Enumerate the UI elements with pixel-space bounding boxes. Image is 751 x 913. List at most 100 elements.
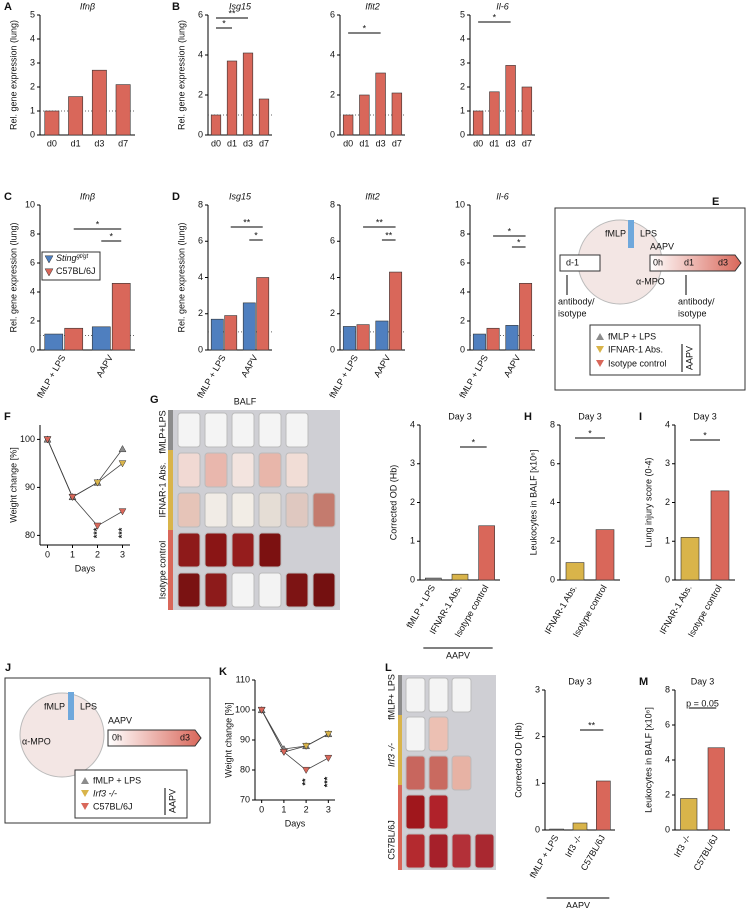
y-tick-label: 4 [665, 419, 670, 429]
x-axis-label: Days [75, 563, 96, 573]
x-axis-label: Days [285, 818, 306, 828]
y-tick-label: 0 [30, 344, 35, 354]
bar [478, 525, 495, 581]
line [47, 439, 123, 498]
tube [177, 492, 201, 528]
label: d-1 [566, 257, 579, 267]
tube [428, 716, 449, 752]
x-tick-label: fMLP + LPS [457, 353, 490, 400]
tube [177, 452, 201, 488]
tube [258, 412, 282, 448]
y-tick-label: 4 [665, 754, 670, 764]
y-tick-label: 1 [410, 536, 415, 546]
tube [405, 833, 426, 869]
color-strip [168, 530, 173, 610]
y-tick-label: 5 [30, 9, 35, 19]
y-tick-label: 3 [410, 458, 415, 468]
significance: ** [376, 217, 384, 227]
label: AAPV [650, 241, 674, 251]
syringe [68, 692, 74, 720]
y-tick-label: 2 [198, 308, 203, 318]
x-tick-label: d7 [259, 138, 269, 148]
y-tick-label: 2 [30, 315, 35, 325]
y-tick-label: 0 [330, 129, 335, 139]
x-tick-label: AAPV [94, 353, 115, 379]
y-tick-label: 0 [665, 824, 670, 834]
tube [231, 532, 255, 568]
y-tick-label: 0 [410, 574, 415, 584]
line [47, 439, 123, 527]
y-tick-label: 2 [460, 315, 465, 325]
bar [472, 333, 486, 351]
legend-symbol [596, 333, 604, 340]
y-tick-label: 2 [330, 308, 335, 318]
y-tick-label: 8 [330, 199, 335, 209]
significance: * [588, 428, 592, 438]
x-tick-label: d0 [343, 138, 353, 148]
y-axis-label: Rel. gene expression (lung) [176, 222, 186, 332]
color-strip [398, 675, 402, 715]
chart-title: Ifnβ [80, 1, 95, 11]
x-tick-label: fMLP + LPS [35, 353, 68, 400]
photo-row-label: fMLP+ LPS [386, 674, 396, 720]
y-tick-label: 1 [665, 536, 670, 546]
y-tick-label: 10 [25, 199, 35, 209]
bar [342, 114, 354, 136]
y-tick-label: 0 [460, 344, 465, 354]
legend-label: AAPV [684, 346, 694, 370]
panel-label: I [639, 411, 642, 423]
y-tick-label: 110 [236, 674, 250, 684]
bar [707, 747, 725, 831]
legend-box [74, 769, 188, 819]
bar [389, 271, 403, 351]
significance: * [703, 430, 707, 440]
point [118, 508, 127, 516]
legend-label: fMLP + LPS [608, 331, 656, 341]
y-tick-label: 0 [460, 129, 465, 139]
x-tick-label: AAPV [372, 353, 393, 379]
bar [44, 333, 64, 351]
label: d3 [718, 257, 728, 267]
line [261, 709, 329, 753]
bar [391, 92, 403, 136]
panel-label: J [5, 662, 11, 674]
tube [258, 532, 282, 568]
tube [474, 833, 495, 869]
tube [451, 755, 472, 791]
legend-label: Irf3 -/- [93, 788, 117, 798]
y-axis-label: Rel. gene expression (lung) [8, 20, 18, 130]
label: LPS [80, 701, 97, 711]
group-label: AAPV [446, 650, 470, 660]
y-tick-label: 0 [665, 574, 670, 584]
diagram-frame [554, 207, 746, 391]
y-tick-label: 3 [30, 57, 35, 67]
chart-title: Day 3 [568, 676, 592, 686]
chart-title: Day 3 [691, 676, 715, 686]
bar [64, 327, 84, 351]
bar [91, 69, 107, 136]
legend-label: AAPV [167, 789, 177, 813]
bar [256, 277, 270, 351]
y-axis-label: Lung injury score (0-4) [643, 457, 653, 547]
x-tick-label: AAPV [239, 353, 260, 379]
legend-symbol [596, 360, 604, 367]
tube [177, 572, 201, 608]
y-tick-label: 3 [535, 684, 540, 694]
legend-label-superscript: gt/gt [77, 254, 89, 260]
y-tick-label: 2 [410, 497, 415, 507]
chart-title: Ifit2 [365, 191, 380, 201]
y-tick-label: 2 [535, 731, 540, 741]
y-tick-label: 0 [535, 824, 540, 834]
y-tick-label: 2 [550, 536, 555, 546]
bar [356, 324, 370, 351]
bar [210, 318, 224, 351]
tube [405, 794, 426, 830]
legend-label: IFNAR-1 Abs. [608, 344, 663, 354]
label: d3 [180, 732, 190, 742]
photo-row-label: C57BL/6J [386, 820, 396, 860]
timeline [649, 254, 742, 272]
x-tick-label: d0 [47, 138, 57, 148]
tube [231, 492, 255, 528]
significance: * [517, 237, 521, 247]
significance: ** [588, 720, 596, 730]
